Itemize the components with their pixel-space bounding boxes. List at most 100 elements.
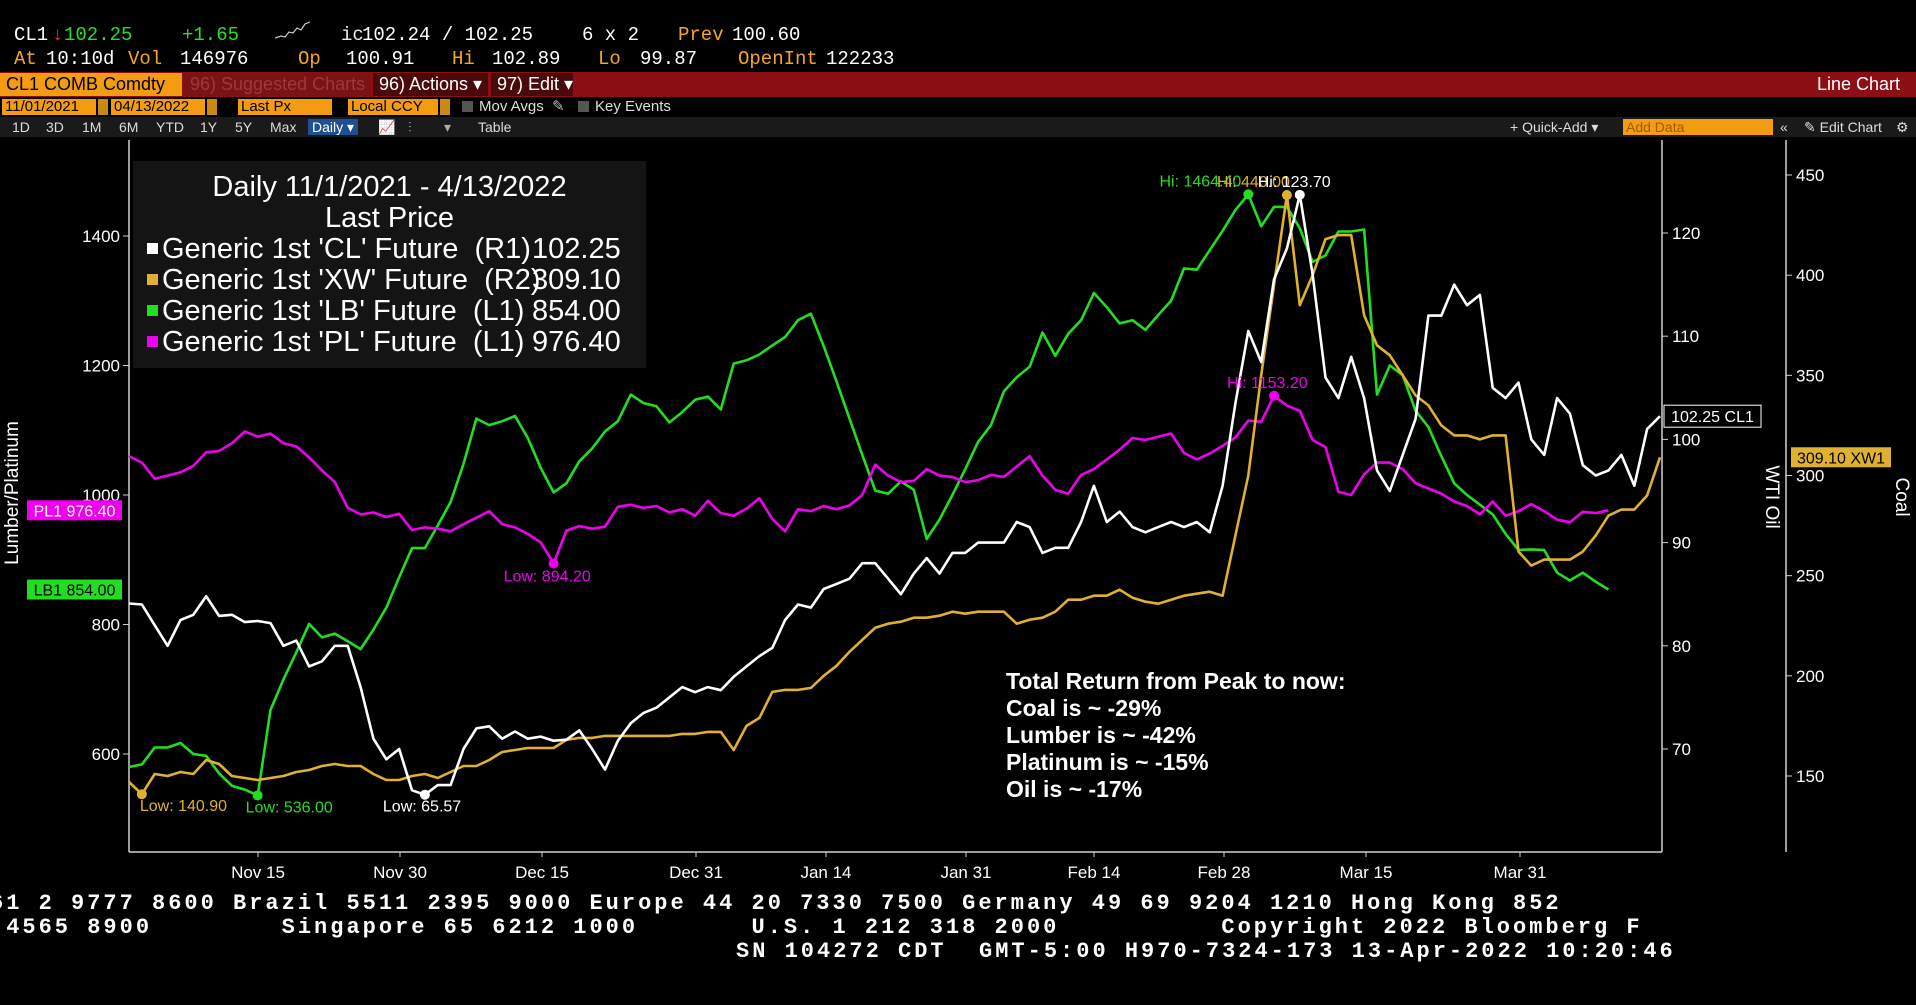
right2-tick-label: 200 — [1796, 667, 1824, 686]
legend-value: 102.25 — [532, 233, 621, 265]
range-max[interactable]: Max — [270, 119, 297, 135]
mov-avgs-label: Mov Avgs — [479, 98, 544, 115]
footer-line-3: SN 104272 CDT GMT-5:00 H970-7324-173 13-… — [736, 939, 1676, 964]
legend-value: 976.40 — [532, 326, 621, 358]
tag-xw-bg — [1791, 447, 1891, 468]
right2-tick-label: 400 — [1796, 266, 1824, 285]
legend-value: 854.00 — [532, 295, 621, 327]
prev-label: Prev — [678, 24, 724, 46]
right1-tick-label: 90 — [1672, 534, 1691, 553]
tag-lb: LB1 854.00 — [34, 583, 116, 600]
x-tick-label: Nov 15 — [231, 863, 285, 882]
marker-label: Low: 536.00 — [246, 799, 333, 816]
left-axis-title: Lumber/Platinum — [2, 421, 23, 565]
right1-tick-label: 110 — [1672, 327, 1699, 346]
x-tick-label: Jan 31 — [940, 863, 991, 882]
bid-ask-size: 6 x 2 — [582, 24, 640, 46]
annotation-line: Total Return from Peak to now: — [1006, 668, 1346, 694]
footer-line-1: 61 2 9777 8600 Brazil 5511 2395 9000 Eur… — [0, 891, 1562, 916]
checkbox-icon[interactable] — [578, 101, 589, 112]
security-field[interactable]: CL1 COMB Comdty — [0, 73, 182, 96]
right2-tick-label: 450 — [1796, 166, 1824, 185]
range-5y[interactable]: 5Y — [235, 119, 253, 135]
marker-dot — [1269, 390, 1280, 401]
marker-label: Low: 894.20 — [504, 569, 591, 586]
left-tick-label: 1000 — [82, 486, 120, 505]
down-arrow-icon: ↓ — [52, 24, 64, 46]
tag-pl-bg — [27, 500, 122, 521]
tag-cl-bg — [1664, 406, 1761, 427]
chevron-down-icon[interactable] — [440, 99, 450, 115]
annotation-line: Lumber is ~ -42% — [1006, 722, 1196, 748]
pencil-icon[interactable]: ✎ — [552, 98, 565, 115]
x-tick-label: Feb 14 — [1068, 863, 1121, 882]
bar-type-icon[interactable]: ⫶ — [408, 119, 412, 135]
calendar-icon[interactable] — [98, 99, 108, 115]
marker-dot — [1281, 190, 1292, 201]
ic-label: ic — [341, 24, 364, 46]
key-events-label: Key Events — [595, 98, 671, 115]
legend-item-xw[interactable]: Generic 1st 'XW' Future (R2) 309.10 — [147, 264, 621, 297]
legend-item-pl[interactable]: Generic 1st 'PL' Future (L1) 976.40 — [147, 326, 621, 359]
legend-axis: (L1) — [472, 326, 525, 358]
high-label: Hi — [452, 48, 475, 70]
right2-tick-label: 300 — [1796, 467, 1824, 486]
x-year-label: 2021 — [394, 885, 432, 887]
key-events-toggle[interactable]: Key Events — [578, 99, 671, 115]
open-price: 100.91 — [346, 48, 415, 70]
range-1d[interactable]: 1D — [12, 119, 30, 135]
start-date-field[interactable]: 11/01/2021 — [2, 99, 96, 115]
right1-tick-label: 120 — [1672, 224, 1700, 243]
series-line-pl[interactable] — [128, 394, 1609, 565]
gear-icon[interactable]: ⚙ — [1896, 119, 1909, 135]
quick-add-button[interactable]: + Quick-Add ▾ — [1510, 119, 1599, 135]
series-line-xw[interactable] — [128, 193, 1662, 796]
field-select[interactable]: Last Px — [238, 99, 332, 115]
legend-item-cl[interactable]: Generic 1st 'CL' Future (R1) 102.25 — [147, 233, 621, 266]
chevron-down-icon[interactable]: ▾ — [444, 119, 452, 135]
right1-tick-label: 80 — [1672, 637, 1691, 656]
add-data-input[interactable]: Add Data — [1623, 119, 1773, 135]
series-line-cl[interactable] — [128, 193, 1661, 797]
legend-subtitle: Last Price — [325, 202, 454, 234]
series-line-lb[interactable] — [128, 192, 1610, 797]
collapse-icon[interactable]: « — [1780, 119, 1788, 135]
legend-axis: (R2) — [484, 264, 541, 296]
edit-chart-button[interactable]: ✎ Edit Chart — [1804, 119, 1882, 135]
range-6m[interactable]: 6M — [119, 119, 139, 135]
range-1y[interactable]: 1Y — [200, 119, 218, 135]
end-date-field[interactable]: 04/13/2022 — [111, 99, 205, 115]
volume: 146976 — [180, 48, 249, 70]
currency-select[interactable]: Local CCY — [348, 99, 438, 115]
mov-avgs-toggle[interactable]: Mov Avgs — [462, 99, 544, 115]
tag-pl: PL1 976.40 — [34, 503, 116, 520]
actions-menu[interactable]: 96) Actions ▾ — [373, 73, 488, 96]
left-tick-label: 1400 — [82, 227, 120, 246]
marker-dot — [136, 789, 147, 800]
low-price: 99.87 — [640, 48, 698, 70]
range-1m[interactable]: 1M — [82, 119, 102, 135]
period-select[interactable]: Daily ▾ — [308, 119, 359, 135]
range-ytd[interactable]: YTD — [156, 119, 184, 135]
marker-dot — [548, 558, 559, 569]
settings-row: 11/01/2021 04/13/2022 Last Px Local CCY … — [0, 97, 1916, 117]
vol-label: Vol — [128, 48, 163, 70]
left-tick-label: 600 — [92, 745, 120, 764]
calendar-icon[interactable] — [207, 99, 217, 115]
legend-name: Generic 1st 'LB' Future — [162, 295, 457, 327]
marker-label: Hi: 440.00 — [1217, 174, 1290, 191]
legend-name: Generic 1st 'CL' Future — [162, 233, 459, 265]
line-chart-icon[interactable]: 📈 — [378, 119, 396, 135]
quote-header: CL1 ↓ 102.25 +1.65 ic 102.24 / 102.25 6 … — [0, 0, 1916, 74]
legend-item-lb[interactable]: Generic 1st 'LB' Future (L1) 854.00 — [147, 295, 621, 328]
edit-menu[interactable]: 97) Edit ▾ — [491, 73, 573, 96]
suggested-charts-button[interactable]: 96) Suggested Charts — [184, 73, 370, 96]
checkbox-icon[interactable] — [462, 101, 473, 112]
marker-dot — [252, 790, 263, 801]
x-tick-label: Dec 15 — [515, 863, 569, 882]
table-button[interactable]: Table — [478, 119, 512, 135]
range-3d[interactable]: 3D — [46, 119, 64, 135]
marker-dot — [1243, 189, 1254, 200]
legend-swatch — [147, 243, 158, 254]
footer-ticker: 61 2 9777 8600 Brazil 5511 2395 9000 Eur… — [0, 888, 1916, 1005]
